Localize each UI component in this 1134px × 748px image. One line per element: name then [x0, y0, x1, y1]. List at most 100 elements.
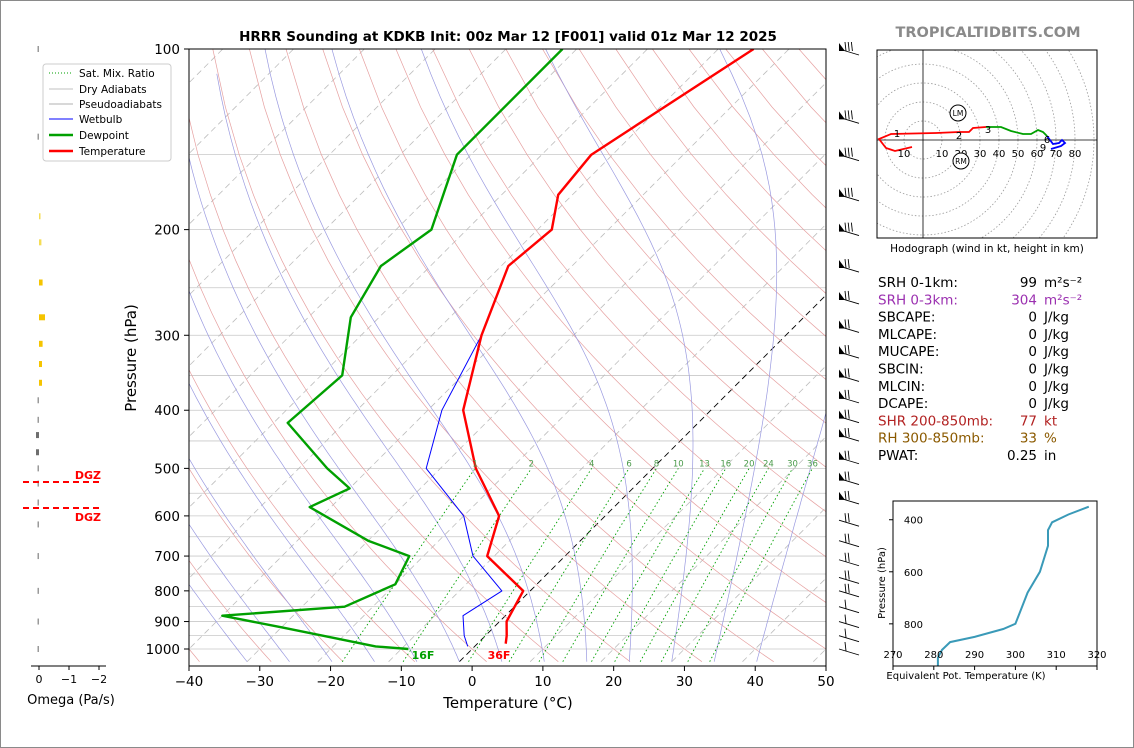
- y-tick-label: 400: [154, 403, 180, 419]
- wind-barb: [838, 606, 860, 614]
- index-unit: J/kg: [1043, 396, 1069, 412]
- y-tick-label: 800: [154, 584, 180, 600]
- dry-adiabat: [505, 49, 826, 424]
- wind-barb-feather: [847, 345, 850, 355]
- pseudoadiabat: [189, 382, 375, 662]
- mixing-ratio-line: [538, 468, 657, 662]
- theta-x-tick-label: 270: [883, 650, 902, 661]
- wind-barb-feather: [850, 110, 853, 120]
- y-tick-label: 200: [154, 223, 180, 239]
- pseudoadiabat: [420, 49, 633, 662]
- theta-y-tick-label: 600: [904, 568, 923, 579]
- wind-barb-feather: [847, 147, 850, 157]
- wind-barb-feather: [844, 41, 847, 52]
- theta-y-tick-label: 800: [904, 620, 923, 631]
- y-tick-label: 300: [154, 328, 180, 344]
- hodograph-panel: 102030405060708010 1 2 3 6 9 LM RM Hodog…: [876, 49, 1098, 255]
- mixing-ratio-label: 30: [787, 459, 798, 469]
- left-mover-marker: [949, 104, 967, 122]
- wind-barb: [838, 540, 860, 548]
- y-tick-label: 900: [154, 615, 180, 631]
- pseudoadiabat: [545, 49, 694, 662]
- index-unit: m²s⁻²: [1044, 292, 1082, 308]
- omega-bar: [37, 397, 39, 404]
- index-label: DCAPE:: [878, 396, 928, 412]
- wind-barb-feather: [844, 428, 847, 438]
- skewt-ylabel: Pressure (hPa): [122, 304, 140, 412]
- mixing-ratio-label: 8: [654, 459, 659, 469]
- wind-barb-feather: [847, 110, 850, 120]
- x-tick-label: 10: [534, 674, 551, 690]
- y-tick-label: 1000: [146, 642, 180, 658]
- wind-barbs: [838, 41, 860, 656]
- hodograph-trace-upper: [1046, 135, 1067, 150]
- mixing-ratio-label: 2: [529, 459, 534, 469]
- hodograph-ring-label: 60: [1031, 149, 1044, 160]
- omega-bar: [39, 361, 42, 368]
- x-tick-label: 30: [676, 674, 693, 690]
- skewt-frame: [188, 48, 827, 667]
- dry-adiabat: [432, 49, 826, 513]
- omega-bar: [37, 646, 39, 652]
- hodograph-trace-0-3km: [877, 131, 960, 152]
- legend-dewpoint-label: Dewpoint: [79, 130, 129, 142]
- dry-adiabat: [542, 49, 826, 381]
- mixing-ratio-line: [591, 468, 705, 662]
- y-tick-label: 100: [154, 42, 180, 58]
- wind-barb-feather: [847, 41, 850, 52]
- wind-barb-feather: [844, 450, 847, 460]
- wind-barb-feather: [844, 628, 847, 638]
- dewpoint-profile: [221, 49, 564, 651]
- legend-wetbulb-label: Wetbulb: [79, 114, 123, 126]
- wind-barb-flag: [839, 260, 845, 269]
- isotherm: [189, 49, 719, 579]
- legend-mix-label: Sat. Mix. Ratio: [79, 68, 155, 80]
- dry-adiabat: [468, 49, 826, 468]
- wind-barb-feather: [844, 614, 847, 624]
- omega-bar: [37, 416, 39, 423]
- pseudoadiabat: [189, 289, 418, 662]
- hodograph-ring-label: 10: [936, 149, 949, 160]
- mixing-ratio-label: 10: [673, 459, 684, 469]
- wind-barb-flag: [839, 491, 845, 500]
- wind-barb-flag: [839, 291, 845, 300]
- sfc-dewpoint-label: 16F: [412, 649, 435, 662]
- index-value: 0: [1028, 379, 1037, 395]
- wind-barb-feather: [850, 147, 853, 157]
- dry-adiabat: [322, 49, 826, 650]
- dry-adiabat: [285, 49, 774, 662]
- y-tick-label: 700: [154, 549, 180, 565]
- isotherm: [246, 82, 826, 662]
- wind-barb-feather: [847, 471, 850, 481]
- x-tick-label: 50: [817, 674, 834, 690]
- mixing-ratio-label: 16: [720, 459, 731, 469]
- wind-barb-feather: [847, 368, 850, 378]
- wind-barb-flag: [839, 410, 845, 419]
- right-mover-marker: [952, 152, 970, 170]
- hodograph-height-label: 1: [894, 129, 900, 140]
- pseudoadiabat: [189, 457, 333, 662]
- wind-barb: [838, 590, 860, 598]
- index-unit: J/kg: [1043, 327, 1069, 343]
- dry-adiabat: [578, 49, 826, 337]
- omega-bar: [37, 587, 39, 594]
- pseudoadiabat: [756, 411, 826, 662]
- index-unit: %: [1044, 431, 1057, 447]
- index-label: PWAT:: [878, 448, 918, 464]
- omega-bar: [37, 521, 39, 528]
- dry-adiabat: [189, 368, 416, 662]
- omega-bar: [37, 553, 39, 560]
- omega-bar: [36, 432, 39, 439]
- isotherm: [189, 49, 648, 509]
- wind-barb-feather: [844, 552, 847, 562]
- mixing-ratio-labels: 1 2 4 6 8 10 13 16 20 24 30 36: [472, 459, 817, 469]
- index-label: SHR 200-850mb:: [878, 413, 993, 429]
- wind-barb-feather: [844, 409, 847, 419]
- theta-e-axes: 270 280 290 300 310 320 400 600 800: [883, 516, 1107, 670]
- index-label: SBCIN:: [878, 362, 924, 378]
- index-label: RH 300-850mb:: [878, 431, 985, 447]
- omega-bar: [39, 379, 42, 386]
- theta-e-xlabel: Equivalent Pot. Temperature (K): [886, 671, 1045, 682]
- mixing-ratio-line: [709, 468, 813, 662]
- temperature-profile: [462, 49, 755, 644]
